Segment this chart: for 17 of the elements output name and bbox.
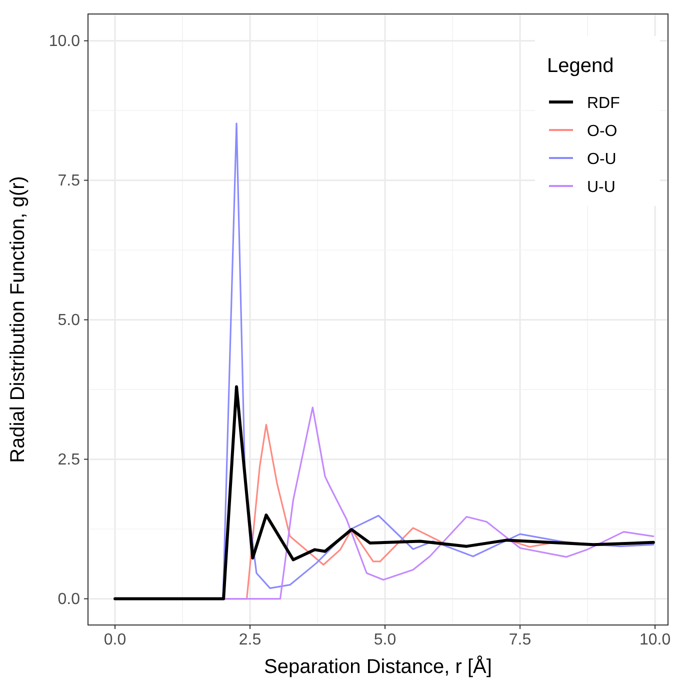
legend-label: RDF [587,95,620,112]
y-tick-label: 0.0 [58,590,80,608]
legend-label: U-U [587,179,616,196]
y-tick-label: 2.5 [58,451,80,468]
legend-label: O-O [587,123,618,140]
x-tick-label: 5.0 [374,631,396,648]
legend-label: O-U [587,151,616,168]
x-tick-label: 2.5 [238,631,262,648]
x-tick-label: 10.0 [639,631,671,648]
y-axis-title: Radial Distribution Function, g(r) [7,176,29,463]
x-axis-title: Separation Distance, r [Å] [264,655,492,678]
y-tick-label: 5.0 [58,312,80,329]
y-tick-label: 7.5 [58,172,80,190]
x-tick-label: 0.0 [104,631,126,648]
legend-title: Legend [547,55,614,77]
x-tick-label: 7.5 [508,631,532,648]
y-tick-label: 10.0 [48,32,80,50]
